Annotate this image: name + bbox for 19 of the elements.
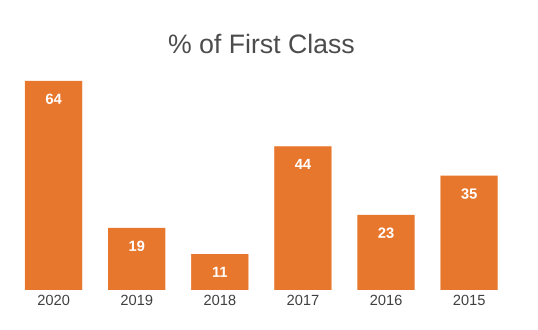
x-tick-label: 2020: [38, 294, 70, 306]
bar: [440, 176, 498, 290]
data-label: 44: [294, 158, 311, 170]
data-label: 64: [46, 94, 62, 104]
bar: [357, 214, 415, 290]
x-tick-label: 2017: [287, 294, 318, 306]
bar: [24, 80, 82, 290]
data-label: 11: [212, 266, 228, 277]
bar: [108, 228, 166, 290]
data-label: 23: [378, 228, 394, 238]
x-tick-label: 2019: [121, 294, 152, 306]
x-tick-label: 2016: [370, 294, 402, 306]
data-label: 19: [129, 240, 144, 252]
chart-title: % of First Class: [168, 34, 354, 54]
x-tick-label: 2015: [454, 294, 485, 306]
bar: [274, 146, 332, 290]
x-tick-label: 2018: [204, 294, 236, 306]
data-label: 35: [461, 188, 477, 199]
bar: [191, 254, 248, 290]
